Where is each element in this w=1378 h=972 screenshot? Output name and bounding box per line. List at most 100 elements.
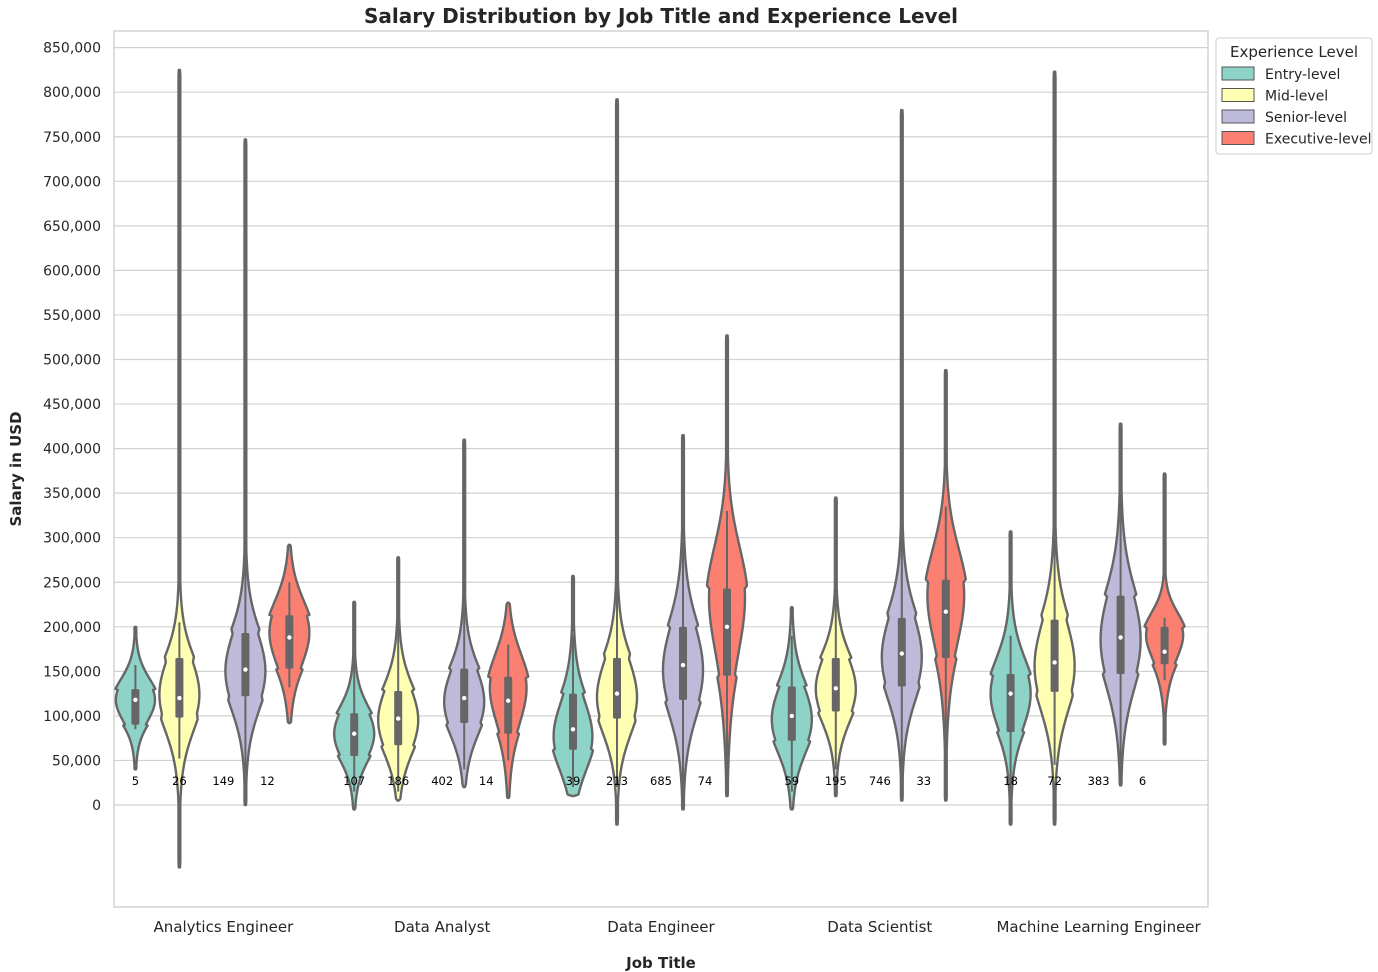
violin xyxy=(224,138,267,807)
count-label: 72 xyxy=(1047,774,1062,788)
y-tick-label: 150,000 xyxy=(43,664,101,680)
count-label: 186 xyxy=(387,774,409,788)
violin-median xyxy=(899,651,904,656)
y-tick-label: 450,000 xyxy=(43,397,101,413)
legend-title: Experience Level xyxy=(1230,43,1358,61)
legend-label: Executive-level xyxy=(1265,132,1372,148)
legend-label: Entry-level xyxy=(1265,67,1340,83)
count-label: 213 xyxy=(606,774,628,788)
legend-swatch xyxy=(1221,131,1255,145)
violin-iqr-box xyxy=(131,689,140,725)
violin-body xyxy=(158,68,201,869)
count-label: 195 xyxy=(825,774,847,788)
count-label: 685 xyxy=(650,774,672,788)
legend-items: Entry-level Mid-level Senior-level Executiv… xyxy=(1221,66,1372,148)
x-tick-label: Data Analyst xyxy=(394,918,490,936)
violin-median xyxy=(680,662,686,668)
x-axis-ticks: Analytics Engineer Data Analyst Data Engin… xyxy=(154,918,1202,936)
violin-iqr-box xyxy=(504,676,513,734)
legend-swatch xyxy=(1221,109,1255,124)
violin-median xyxy=(462,695,467,701)
violin-body xyxy=(1033,70,1076,826)
violin-iqr-box xyxy=(569,693,577,750)
violin xyxy=(661,434,705,811)
violin-median xyxy=(943,609,948,614)
y-tick-label: 400,000 xyxy=(43,442,101,458)
y-tick-label: 100,000 xyxy=(43,709,101,725)
violin-iqr-box xyxy=(613,657,621,719)
count-label: 149 xyxy=(212,774,234,788)
y-tick-label: 750,000 xyxy=(43,130,101,146)
y-tick-label: 50,000 xyxy=(52,753,101,769)
violin xyxy=(770,606,813,811)
violin-iqr-box xyxy=(175,657,184,718)
x-tick-label: Analytics Engineer xyxy=(154,918,295,936)
violin-median xyxy=(1052,660,1057,665)
violin-median xyxy=(1162,649,1167,654)
x-tick-label: Data Engineer xyxy=(607,918,715,936)
violin-median xyxy=(243,667,248,672)
legend-label: Mid-level xyxy=(1265,89,1328,105)
violin xyxy=(487,601,530,800)
count-label: 5 xyxy=(132,774,139,788)
count-label: 107 xyxy=(343,774,365,788)
y-tick-label: 600,000 xyxy=(43,263,101,279)
y-tick-label: 300,000 xyxy=(43,531,101,547)
count-label: 12 xyxy=(260,774,275,788)
y-tick-label: 350,000 xyxy=(43,486,101,502)
violin xyxy=(114,625,157,771)
y-tick-label: 250,000 xyxy=(43,575,101,591)
count-label: 39 xyxy=(566,774,581,788)
chart-title: Salary Distribution by Job Title and Exp… xyxy=(364,4,958,28)
violin-median xyxy=(287,635,292,640)
violin-median xyxy=(352,731,357,736)
violin-iqr-box xyxy=(1006,674,1015,732)
y-tick-label: 700,000 xyxy=(43,174,101,190)
violin xyxy=(814,496,857,798)
count-label: 746 xyxy=(869,774,891,788)
violin-iqr-box xyxy=(1116,595,1125,675)
violin xyxy=(989,530,1032,826)
legend-item: Executive-level xyxy=(1221,131,1372,148)
count-label: 6 xyxy=(1139,774,1146,788)
violin-median xyxy=(1008,691,1013,696)
violin-iqr-box xyxy=(723,588,731,676)
violin xyxy=(268,543,311,725)
violin-iqr-box xyxy=(831,657,840,712)
y-tick-label: 500,000 xyxy=(43,353,101,369)
violin xyxy=(551,574,595,798)
legend-label: Senior-level xyxy=(1265,110,1347,126)
y-tick-label: 200,000 xyxy=(43,620,101,636)
violin-median xyxy=(133,697,138,703)
violin xyxy=(333,600,376,811)
count-label: 402 xyxy=(431,774,453,788)
violin-iqr-box xyxy=(1160,626,1169,665)
violin-iqr-box xyxy=(241,633,250,697)
legend: Experience Level Entry-level Mid-level Sen… xyxy=(1215,37,1373,155)
y-tick-label: 0 xyxy=(92,798,101,814)
violin xyxy=(158,68,201,869)
count-label: 26 xyxy=(172,774,187,788)
violin-median xyxy=(570,727,576,732)
violin-iqr-box xyxy=(460,668,469,724)
violin xyxy=(705,334,749,798)
violin-body xyxy=(224,138,267,807)
violin-median xyxy=(789,713,794,719)
count-label: 59 xyxy=(784,774,799,788)
legend-item: Mid-level xyxy=(1221,88,1328,105)
violin-iqr-box xyxy=(941,579,950,658)
violin xyxy=(595,98,639,826)
violin-median xyxy=(506,698,511,703)
violin xyxy=(924,368,967,802)
violin-median xyxy=(396,716,401,721)
x-axis-title: Job Title xyxy=(625,954,696,972)
violin-body xyxy=(880,108,923,802)
x-tick-label: Machine Learning Engineer xyxy=(996,918,1201,936)
legend-frame xyxy=(1215,37,1373,155)
y-tick-label: 850,000 xyxy=(43,41,101,57)
violin-median xyxy=(177,695,182,701)
legend-swatch xyxy=(1221,88,1255,102)
y-tick-label: 550,000 xyxy=(43,308,101,324)
violin-iqr-box xyxy=(787,686,796,741)
